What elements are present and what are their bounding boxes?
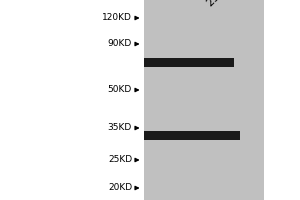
Bar <box>144 130 240 140</box>
Text: 50KD: 50KD <box>108 85 132 94</box>
Text: 120KD: 120KD <box>102 14 132 22</box>
Text: 35KD: 35KD <box>108 123 132 132</box>
Text: 20KD: 20KD <box>108 184 132 192</box>
Text: 90KD: 90KD <box>108 40 132 48</box>
Bar <box>144 58 234 67</box>
Text: 293T: 293T <box>204 0 231 8</box>
Text: 25KD: 25KD <box>108 156 132 164</box>
Bar <box>144 0 264 200</box>
